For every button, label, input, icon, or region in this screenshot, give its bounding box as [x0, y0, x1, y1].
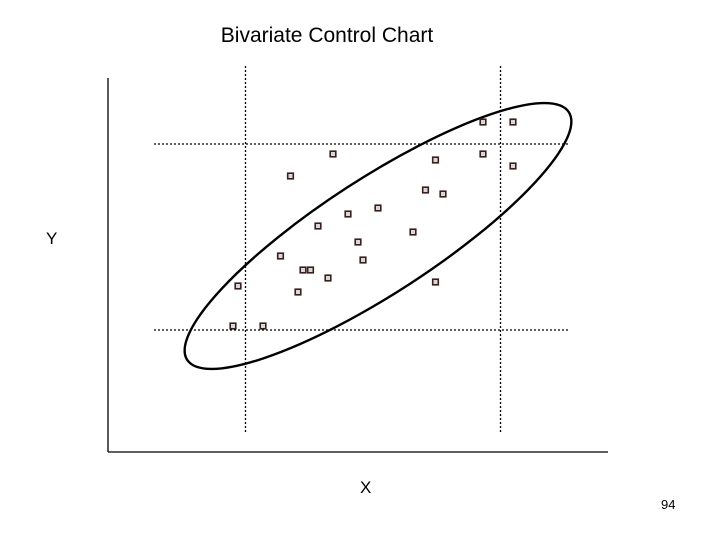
- confidence-ellipse: [183, 101, 573, 371]
- data-point-5: [479, 150, 487, 158]
- data-point-15: [276, 252, 285, 260]
- y-axis-label: Y: [46, 229, 58, 248]
- confidence-ellipse-layer: [183, 101, 573, 371]
- x-axis-label: X: [360, 478, 372, 497]
- control-limits: [154, 66, 568, 432]
- data-point-6: [509, 162, 517, 170]
- data-point-8: [421, 186, 430, 194]
- data-point-1: [479, 118, 487, 126]
- data-point-22: [294, 288, 302, 296]
- data-point-12: [314, 222, 322, 230]
- data-point-13: [409, 228, 417, 236]
- data-point-20: [431, 278, 440, 286]
- data-point-24: [259, 322, 267, 330]
- data-point-16: [359, 256, 367, 264]
- data-point-2: [509, 118, 517, 126]
- data-point-10: [374, 204, 382, 212]
- data-point-18: [306, 266, 315, 274]
- page-number: 94: [661, 497, 676, 512]
- data-point-9: [439, 190, 447, 198]
- data-point-3: [329, 150, 337, 158]
- data-points: [229, 118, 517, 330]
- chart-title: Bivariate Control Chart: [220, 24, 434, 47]
- data-point-4: [431, 156, 440, 164]
- data-point-14: [354, 238, 362, 246]
- data-point-19: [324, 274, 332, 282]
- data-point-11: [344, 210, 352, 218]
- axes: [107, 78, 608, 453]
- data-point-23: [229, 322, 237, 330]
- data-point-17: [299, 266, 307, 274]
- data-point-7: [286, 172, 295, 180]
- data-point-21: [234, 282, 242, 290]
